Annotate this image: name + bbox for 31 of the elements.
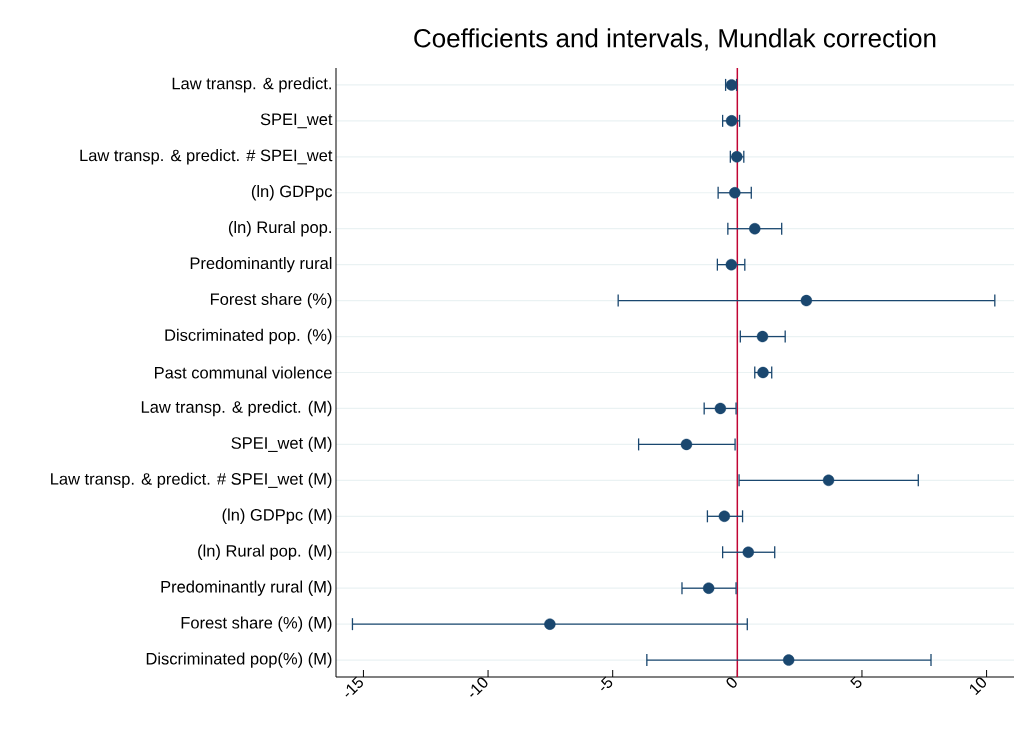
- y-tick-label: SPEI_wet (M): [231, 436, 332, 453]
- y-tick-label: Past communal violence: [155, 366, 332, 379]
- y-tick-label: (ln) Rural pop.: [228, 221, 331, 237]
- x-tick-label: 10: [969, 677, 987, 696]
- y-tick-label: Law transp. & predict.: [172, 77, 331, 93]
- y-tick-label: (ln) Rural pop. (M): [198, 544, 332, 560]
- y-tick-label: Discriminated pop. (%): [165, 328, 332, 345]
- point: [718, 510, 731, 523]
- point: [714, 402, 727, 415]
- x-tick-label: 0: [726, 677, 737, 688]
- x-tick-label: 5: [850, 676, 862, 689]
- point: [822, 474, 835, 487]
- y-tick-label: Law transp. & predict. # SPEI_wet (M): [51, 472, 332, 489]
- x-tick-label: -15: [345, 676, 363, 697]
- point: [702, 582, 715, 594]
- x-tick-label: -5: [600, 676, 613, 691]
- y-tick-label: SPEI_wet: [260, 113, 333, 129]
- y-tick-label: (ln) GDPpc (M): [222, 508, 332, 524]
- y-tick-label: Law transp. & predict. # SPEI_wet: [80, 149, 333, 165]
- y-tick-label: (ln) GDPpc: [251, 185, 333, 201]
- point: [725, 258, 738, 271]
- y-tick-label: Discriminated pop(%) (M): [146, 652, 332, 668]
- x-tick-label: -10: [470, 677, 488, 697]
- y-tick-label: Predominantly rural (M): [161, 580, 332, 596]
- point: [782, 654, 795, 666]
- chart-title: Coefficients and intervals, Mundlak correction: [414, 28, 936, 51]
- y-tick-label: Predominantly rural: [190, 256, 332, 273]
- y-tick-label: Law transp. & predict. (M): [141, 400, 332, 417]
- y-tick-label: Forest share (%): [210, 292, 332, 309]
- point: [800, 294, 813, 307]
- y-tick-label: Forest share (%) (M): [181, 616, 332, 632]
